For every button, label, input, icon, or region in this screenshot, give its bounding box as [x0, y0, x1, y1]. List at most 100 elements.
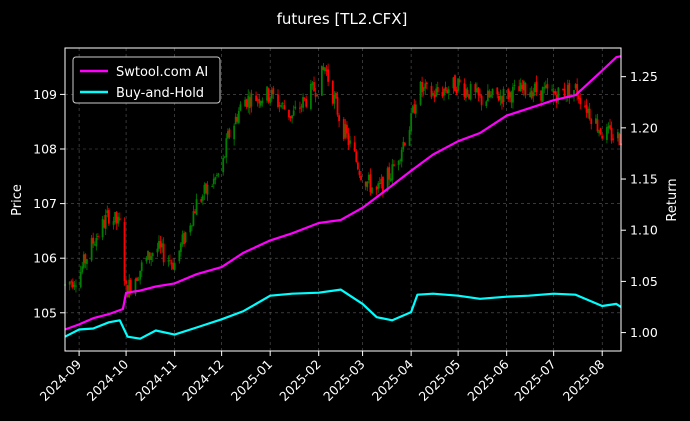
candle-body	[389, 178, 392, 182]
candle-body	[223, 156, 226, 158]
candle-body	[313, 82, 315, 92]
candle-body	[161, 243, 164, 248]
candle-body	[606, 127, 608, 140]
candle-body	[248, 97, 251, 109]
candle-body	[280, 105, 283, 107]
series-line-swtool-ai	[64, 55, 622, 331]
candle-body	[530, 90, 533, 99]
candle-body	[225, 138, 228, 158]
candle-body	[184, 232, 187, 243]
candle-body	[106, 210, 109, 214]
candle-body	[347, 133, 350, 146]
candle-body	[573, 90, 575, 96]
candle-body	[234, 116, 237, 125]
candle-body	[147, 250, 149, 260]
candle-body	[410, 113, 413, 132]
y-axis-left-label: Price	[10, 184, 25, 216]
candle-body	[457, 78, 460, 92]
candle-body	[422, 87, 425, 91]
candle-body	[239, 104, 242, 111]
y-left-tick-label: 109	[33, 87, 57, 102]
legend-label-bh: Buy-and-Hold	[116, 86, 204, 101]
candle-body	[291, 115, 293, 119]
candle-body	[179, 243, 182, 252]
candle-body	[480, 95, 483, 105]
candle-body	[364, 181, 367, 187]
candle-body	[259, 101, 262, 106]
candle-body	[327, 69, 330, 82]
candle-body	[485, 101, 488, 107]
return-lines	[64, 55, 622, 340]
y-axis-right: 1.00 1.05 1.10 1.15 1.20 1.25	[621, 69, 658, 340]
candle-body	[403, 142, 406, 146]
candle-body	[70, 281, 73, 283]
candle-body	[101, 218, 104, 238]
candle-body	[222, 158, 225, 173]
candle-body	[151, 253, 154, 257]
candle-body	[156, 248, 159, 253]
candle-body	[79, 271, 82, 288]
candle-body	[588, 108, 591, 120]
candle-body	[408, 130, 411, 146]
candle-body	[380, 178, 383, 184]
chart-title: futures [TL2.CFX]	[277, 10, 408, 28]
price-candles	[64, 62, 622, 299]
candle-body	[211, 185, 214, 187]
candle-body	[346, 124, 348, 134]
candle-body	[126, 285, 129, 298]
candle-body	[129, 279, 132, 293]
candle-body	[103, 219, 106, 228]
candle-body	[540, 90, 543, 101]
y-right-tick-label: 1.20	[630, 120, 658, 135]
candle-body	[568, 83, 571, 99]
candle-body	[233, 125, 236, 140]
candle-body	[576, 84, 579, 97]
candle-body	[311, 82, 314, 86]
candle-body	[226, 131, 229, 139]
candle-body	[610, 127, 613, 141]
candle-body	[190, 225, 193, 227]
candle-body	[502, 88, 505, 103]
candle-body	[203, 184, 206, 194]
candle-body	[532, 92, 535, 97]
candle-body	[314, 92, 317, 97]
candle-body	[68, 281, 71, 285]
candle-body	[283, 104, 286, 110]
candle-body	[356, 162, 359, 170]
candle-body	[612, 138, 615, 140]
candle-body	[419, 82, 422, 105]
candle-body	[544, 85, 547, 88]
candle-body	[491, 88, 494, 95]
candle-body	[375, 186, 378, 190]
candle-body	[212, 178, 215, 185]
candle-body	[96, 236, 99, 238]
candle-body	[255, 95, 257, 101]
candle-body	[302, 97, 304, 108]
candle-body	[367, 174, 370, 181]
candle-body	[524, 83, 527, 96]
candle-body	[446, 90, 449, 93]
candle-body	[433, 94, 436, 98]
candle-body	[278, 105, 281, 107]
candle-body	[107, 210, 110, 224]
candle-body	[277, 94, 279, 107]
candle-body	[402, 141, 405, 150]
candle-body	[508, 91, 511, 98]
candle-body	[616, 132, 619, 139]
candle-body	[424, 83, 427, 89]
candle-body	[92, 237, 95, 244]
candle-body	[562, 88, 564, 91]
candle-body	[228, 129, 231, 138]
candle-body	[607, 126, 610, 129]
candle-body	[309, 83, 312, 109]
candle-body	[267, 88, 270, 102]
candle-body	[554, 91, 557, 95]
candle-body	[299, 107, 301, 109]
candle-body	[145, 257, 148, 262]
candle-body	[195, 199, 198, 215]
candle-body	[140, 262, 143, 271]
legend-label-ai: Swtool.com AI	[116, 65, 208, 80]
candle-body	[178, 250, 181, 262]
candle-body	[388, 166, 391, 180]
